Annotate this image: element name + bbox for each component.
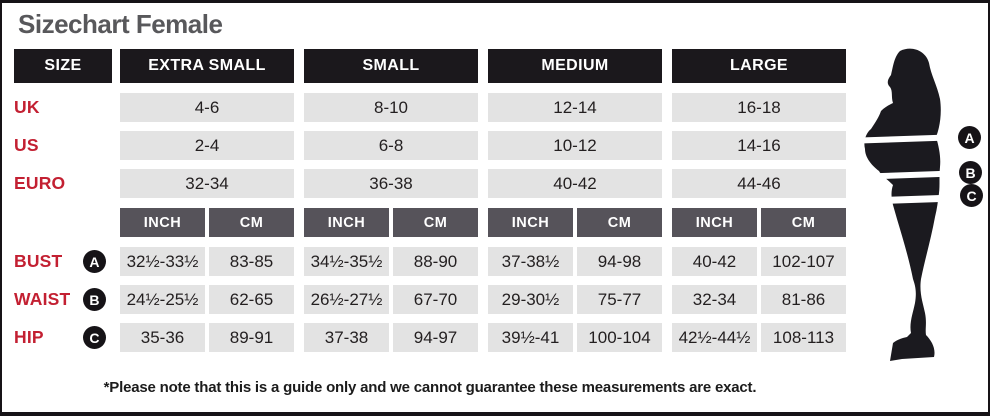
table-cell-waist-s-cm: 67-70 (393, 285, 478, 314)
sizechart-table: SIZE EXTRA SMALL SMALL MEDIUM LARGE UK 4… (14, 49, 846, 352)
column-header-small: SMALL (304, 49, 478, 83)
waist-label: WAIST (14, 289, 71, 309)
table-cell-waist-l-cm: 81-86 (761, 285, 846, 314)
table-cell-us-m: 10-12 (488, 131, 662, 160)
table-cell-euro-m: 40-42 (488, 169, 662, 198)
figure-marker-a-icon: A (958, 126, 981, 149)
hip-cut-line (873, 194, 949, 205)
table-cell-euro-s: 36-38 (304, 169, 478, 198)
table-cell-uk-m: 12-14 (488, 93, 662, 122)
column-header-medium: MEDIUM (488, 49, 662, 83)
table-cell-hip-xs-inch: 35-36 (120, 323, 205, 352)
bust-label: BUST (14, 251, 63, 271)
table-cell-waist-s-inch: 26½-27½ (304, 285, 389, 314)
row-label-euro: EURO (14, 173, 66, 193)
table-cell-bust-xs-cm: 83-85 (209, 247, 294, 276)
column-header-size: SIZE (14, 49, 112, 83)
bust-cut-line (860, 134, 953, 144)
measure-point-b-icon: B (83, 288, 106, 311)
waist-cut-line (869, 170, 951, 180)
unit-header-cm-m: CM (577, 208, 662, 237)
table-cell-bust-s-inch: 34½-35½ (304, 247, 389, 276)
row-label-uk: UK (14, 97, 40, 117)
table-cell-bust-m-inch: 37-38½ (488, 247, 573, 276)
unit-header-cm-xs: CM (209, 208, 294, 237)
table-cell-hip-s-cm: 94-97 (393, 323, 478, 352)
measure-point-c-icon: C (83, 326, 106, 349)
table-cell-waist-m-cm: 75-77 (577, 285, 662, 314)
unit-header-inch-xs: INCH (120, 208, 205, 237)
table-cell-hip-l-cm: 108-113 (761, 323, 846, 352)
figure-marker-c-icon: C (960, 184, 983, 207)
table-cell-bust-s-cm: 88-90 (393, 247, 478, 276)
table-cell-hip-m-inch: 39½-41 (488, 323, 573, 352)
row-label-us: US (14, 135, 39, 155)
female-figure-silhouette (860, 48, 953, 361)
row-label-waist: WAIST B (14, 285, 112, 314)
table-cell-us-l: 14-16 (672, 131, 846, 160)
table-cell-bust-m-cm: 94-98 (577, 247, 662, 276)
table-cell-hip-xs-cm: 89-91 (209, 323, 294, 352)
table-cell-uk-xs: 4-6 (120, 93, 294, 122)
disclaimer-note: *Please note that this is a guide only a… (103, 379, 757, 396)
measure-point-a-icon: A (83, 250, 106, 273)
table-cell-euro-xs: 32-34 (120, 169, 294, 198)
table-cell-uk-l: 16-18 (672, 93, 846, 122)
unit-header-cm-l: CM (761, 208, 846, 237)
unit-header-inch-l: INCH (672, 208, 757, 237)
column-header-large: LARGE (672, 49, 846, 83)
row-label-bust: BUST A (14, 247, 112, 276)
table-cell-hip-l-inch: 42½-44½ (672, 323, 757, 352)
column-header-extra-small: EXTRA SMALL (120, 49, 294, 83)
table-cell-bust-l-inch: 40-42 (672, 247, 757, 276)
table-cell-waist-l-inch: 32-34 (672, 285, 757, 314)
unit-header-inch-s: INCH (304, 208, 389, 237)
table-cell-us-xs: 2-4 (120, 131, 294, 160)
table-cell-hip-m-cm: 100-104 (577, 323, 662, 352)
unit-header-inch-m: INCH (488, 208, 573, 237)
table-cell-us-s: 6-8 (304, 131, 478, 160)
table-cell-waist-xs-inch: 24½-25½ (120, 285, 205, 314)
table-cell-bust-xs-inch: 32½-33½ (120, 247, 205, 276)
page-title: Sizechart Female (18, 9, 223, 39)
figure-marker-b-icon: B (959, 161, 982, 184)
table-cell-waist-m-inch: 29-30½ (488, 285, 573, 314)
table-cell-waist-xs-cm: 62-65 (209, 285, 294, 314)
table-cell-hip-s-inch: 37-38 (304, 323, 389, 352)
table-cell-uk-s: 8-10 (304, 93, 478, 122)
hip-label: HIP (14, 327, 44, 347)
table-cell-bust-l-cm: 102-107 (761, 247, 846, 276)
table-cell-euro-l: 44-46 (672, 169, 846, 198)
unit-header-cm-s: CM (393, 208, 478, 237)
row-label-hip: HIP C (14, 323, 112, 352)
